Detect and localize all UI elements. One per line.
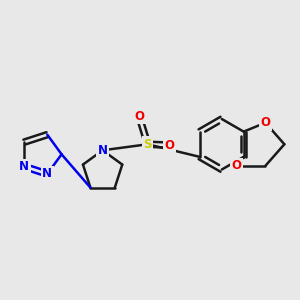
Text: N: N (98, 144, 108, 157)
Text: O: O (232, 159, 242, 172)
Text: O: O (260, 116, 270, 129)
Text: O: O (164, 139, 175, 152)
Text: O: O (134, 110, 144, 123)
Text: N: N (19, 160, 29, 173)
Text: N: N (42, 167, 52, 181)
Text: S: S (143, 138, 152, 151)
